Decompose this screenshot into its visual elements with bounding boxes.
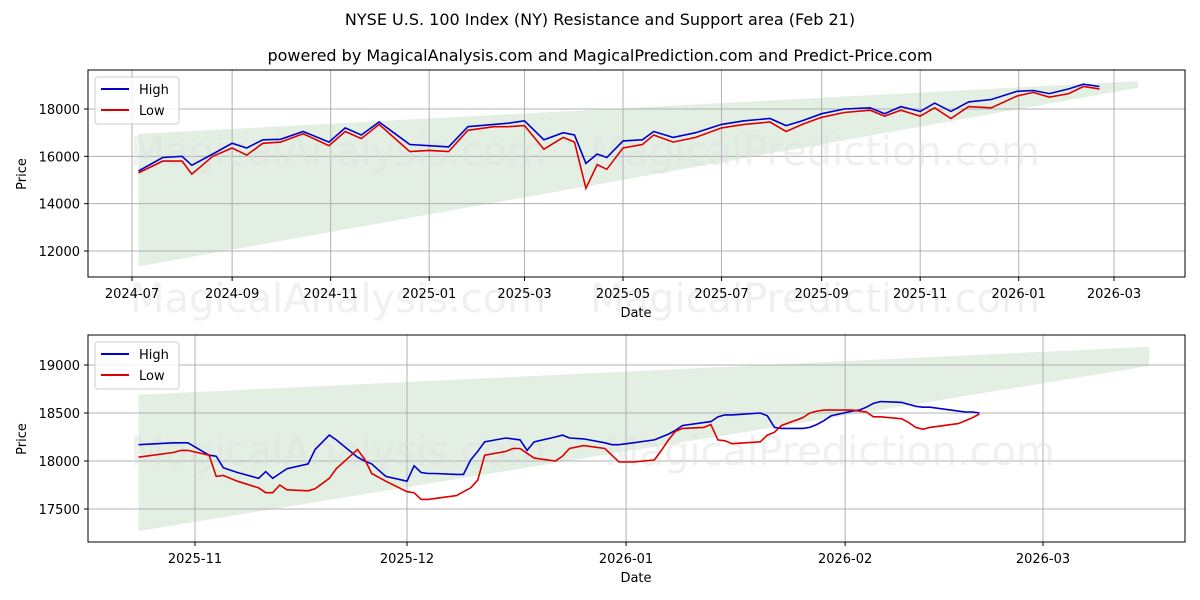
x-tick-label: 2025-07 [694,287,748,302]
watermark: MagicalAnalysis.com [130,129,546,175]
support-resistance-band [138,81,1139,267]
bottom-chart: MagicalAnalysis.com MagicalPrediction.co… [15,334,1186,586]
legend-low-label: Low [139,104,165,119]
top-chart: MagicalAnalysis.com MagicalPrediction.co… [15,69,1186,322]
y-axis-label: Price [15,423,30,455]
watermark: MagicalPrediction.com [590,129,1040,175]
x-tick-label: 2024-07 [105,287,159,302]
plot-frame [87,334,1186,543]
x-tick-label: 2026-01 [992,287,1046,302]
support-resistance-band [138,346,1149,532]
low-line [138,409,980,501]
axis-ticks: 2024-07 2024-09 2024-11 2025-01 2025-03 2025-… [39,103,1142,302]
chart-subtitle: powered by MagicalAnalysis.com and Magic… [267,46,933,65]
watermark: MagicalPrediction.com [605,429,1055,475]
plot-frame [87,69,1186,278]
legend-high-label: High [139,348,169,363]
chart-title: NYSE U.S. 100 Index (NY) Resistance and … [344,10,856,29]
y-tick-label: 18000 [39,103,80,118]
high-line [138,83,1100,172]
low-line [138,85,1100,191]
x-axis-label: Date [620,306,651,321]
legend-low-label: Low [139,369,165,384]
watermark: MagicalAnalysis.com [130,276,546,322]
y-tick-label: 18000 [39,455,80,470]
y-tick-label: 17500 [39,503,80,518]
y-tick-label: 18500 [39,407,80,422]
x-tick-label: 2026-03 [1087,287,1141,302]
x-tick-label: 2025-01 [402,287,456,302]
axis-ticks: 2025-11 2025-12 2026-01 2026-02 2026-03 17500… [39,359,1071,567]
y-tick-label: 19000 [39,359,80,374]
legend: High Low [94,76,180,125]
y-tick-label: 16000 [39,150,80,165]
x-tick-label: 2026-01 [599,552,653,567]
legend-high-label: High [139,83,169,98]
x-axis-label: Date [620,571,651,586]
y-axis-label: Price [15,158,30,190]
legend: High Low [94,341,180,390]
watermark: MagicalPrediction.com [590,276,1040,322]
y-tick-label: 12000 [39,245,80,260]
x-tick-label: 2025-12 [380,552,434,567]
y-tick-label: 14000 [39,198,80,213]
grid [88,70,1185,277]
x-tick-label: 2025-05 [596,287,650,302]
x-tick-label: 2026-02 [818,552,872,567]
x-tick-label: 2024-11 [303,287,357,302]
x-tick-label: 2025-11 [893,287,947,302]
x-tick-label: 2025-03 [497,287,551,302]
x-tick-label: 2025-09 [794,287,848,302]
x-tick-label: 2024-09 [205,287,259,302]
x-tick-label: 2026-03 [1016,552,1070,567]
x-tick-label: 2025-11 [168,552,222,567]
